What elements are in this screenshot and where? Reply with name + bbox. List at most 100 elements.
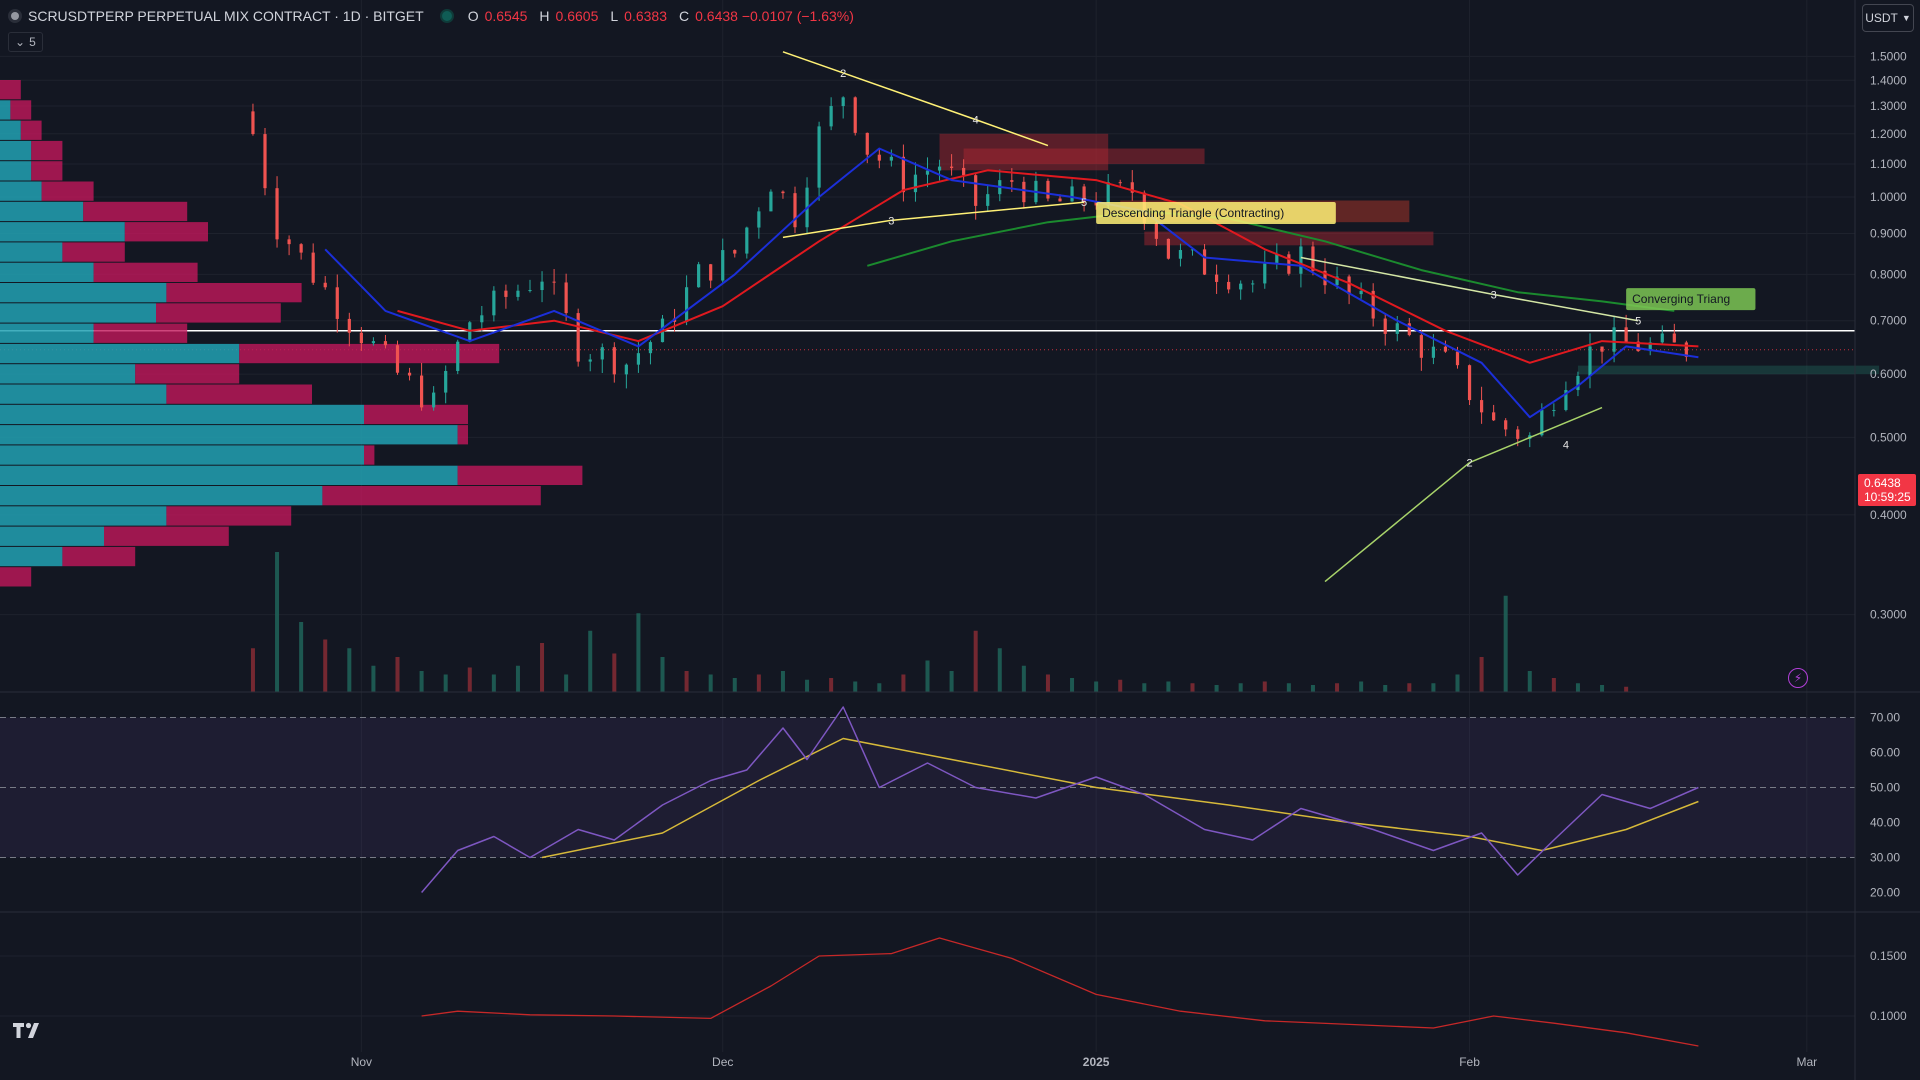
tradingview-logo-icon[interactable] xyxy=(12,1020,46,1040)
candle-body xyxy=(528,290,532,292)
candle-body xyxy=(901,156,906,193)
volume-profile-up-bar xyxy=(0,425,458,445)
time-tick-label: Nov xyxy=(351,1055,372,1069)
price-tick-label: 1.0000 xyxy=(1870,190,1907,204)
candle-body xyxy=(347,318,351,333)
high-label: H xyxy=(539,8,550,24)
volume-profile-down-bar xyxy=(31,161,63,181)
supply-zone xyxy=(963,148,1205,164)
volume-profile-down-bar xyxy=(364,445,375,465)
close-value: 0.6438 −0.0107 (−1.63%) xyxy=(695,8,854,24)
market-status-icon[interactable] xyxy=(439,9,454,23)
candle-body xyxy=(504,290,508,297)
candle-body xyxy=(733,250,737,254)
time-tick-label: Dec xyxy=(712,1055,733,1069)
volume-bar xyxy=(540,643,545,692)
candle-body xyxy=(829,106,833,127)
volume-bar xyxy=(853,681,858,692)
volume-profile-up-bar xyxy=(0,283,167,303)
volatility-tick-label: 0.1000 xyxy=(1870,1009,1907,1023)
candle-body xyxy=(299,244,303,253)
volume-bar xyxy=(805,679,810,692)
candle-body xyxy=(251,111,255,135)
candle-body xyxy=(1251,283,1255,285)
candle-body xyxy=(1214,274,1219,282)
candle-body xyxy=(395,345,400,373)
candle-body xyxy=(1419,335,1423,358)
volume-bar xyxy=(1383,685,1388,692)
candle-body xyxy=(1010,180,1014,182)
volume-bar xyxy=(756,674,761,692)
volume-bar xyxy=(660,657,665,692)
volume-profile-up-bar xyxy=(0,262,94,282)
volume-bar xyxy=(1286,683,1291,692)
candle-body xyxy=(432,392,436,408)
time-tick-label: 2025 xyxy=(1083,1055,1110,1069)
moving-averages xyxy=(324,147,1699,419)
candle-body xyxy=(1371,290,1375,319)
candle-body xyxy=(1576,375,1580,391)
rsi-tick-label: 40.00 xyxy=(1870,816,1900,830)
low-value: 0.6383 xyxy=(624,8,667,24)
volume-profile-up-bar xyxy=(0,323,94,343)
volume-profile-down-bar xyxy=(0,567,32,587)
volume-profile-up-bar xyxy=(0,222,125,242)
candle-body xyxy=(1431,346,1436,358)
volume-bar xyxy=(395,657,400,692)
symbol-title[interactable]: SCRUSDTPERP PERPETUAL MIX CONTRACT · 1D … xyxy=(28,8,424,24)
price-tick-label: 0.7000 xyxy=(1870,314,1907,328)
trendline xyxy=(891,201,1085,222)
sma-mid-line xyxy=(397,169,1699,364)
candle-body xyxy=(1070,186,1074,202)
volume-bars xyxy=(250,552,1629,692)
volume-profile-down-bar xyxy=(166,283,302,303)
chevron-down-icon: ▼ xyxy=(1901,13,1911,23)
volume-profile-down-bar xyxy=(239,343,500,364)
volume-profile-up-bar xyxy=(0,120,21,140)
volume-profile-up-bar xyxy=(0,465,458,485)
candle-body xyxy=(1407,323,1411,336)
volatility-line xyxy=(421,937,1699,1047)
candle-body xyxy=(1227,281,1231,290)
candle-body xyxy=(721,250,725,281)
open-label: O xyxy=(467,8,479,24)
price-tick-label: 1.5000 xyxy=(1870,49,1907,63)
volume-bar xyxy=(1262,681,1267,692)
candle-body xyxy=(1612,327,1616,352)
wave-label: 2 xyxy=(840,68,846,80)
volume-profile-up-bar xyxy=(0,526,104,546)
last-price-value: 0.6438 xyxy=(1864,476,1901,490)
volume-bar xyxy=(1045,674,1050,692)
currency-selector[interactable]: USDT ▼ xyxy=(1862,4,1914,32)
candle-body xyxy=(709,264,713,281)
rsi-tick-label: 50.00 xyxy=(1870,781,1900,795)
candle-body xyxy=(949,166,954,168)
volume-profile-up-bar xyxy=(0,201,84,222)
candle-body xyxy=(769,191,773,212)
candle-body xyxy=(697,264,701,288)
volume-bar xyxy=(1021,665,1026,692)
indicators-collapse-button[interactable]: ⌄ 5 xyxy=(8,32,43,52)
candle-body xyxy=(468,322,472,342)
candle-body xyxy=(781,191,785,194)
candle-body xyxy=(817,126,821,188)
close-label: C xyxy=(678,8,690,24)
volume-bar xyxy=(371,665,376,692)
time-tick-label: Mar xyxy=(1796,1055,1817,1069)
volume-profile-down-bar xyxy=(41,181,94,201)
pattern-label-box xyxy=(1096,201,1336,224)
candle-body xyxy=(311,252,315,283)
candle-body xyxy=(974,175,978,206)
candle-body xyxy=(444,370,448,393)
candle-body xyxy=(1154,223,1158,239)
volume-bar xyxy=(275,552,280,692)
volatility-tick-label: 0.1500 xyxy=(1870,949,1907,963)
candle-body xyxy=(383,341,388,346)
lightning-icon[interactable]: ⚡ xyxy=(1788,668,1808,688)
volume-bar xyxy=(1310,685,1315,692)
candle-body xyxy=(1395,323,1399,334)
chevron-down-icon: ⌄ xyxy=(15,35,26,49)
rsi-tick-label: 60.00 xyxy=(1870,746,1900,760)
